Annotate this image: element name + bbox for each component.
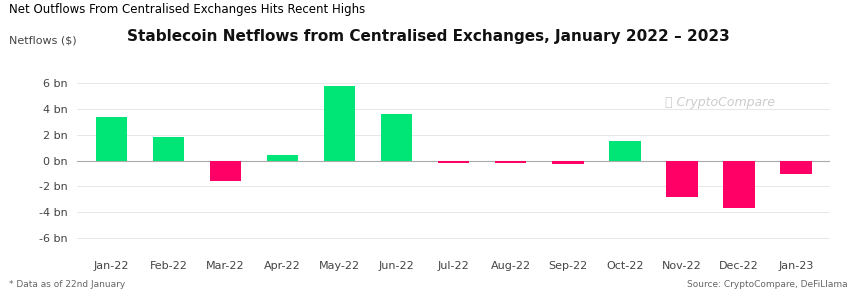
Bar: [438, 161, 469, 163]
Bar: [96, 117, 127, 161]
Bar: [781, 161, 811, 173]
Bar: [666, 161, 698, 197]
Bar: [267, 155, 298, 161]
Bar: [324, 86, 355, 161]
Bar: [495, 161, 526, 163]
Bar: [609, 141, 640, 161]
Text: Stablecoin Netflows from Centralised Exchanges, January 2022 – 2023: Stablecoin Netflows from Centralised Exc…: [127, 29, 729, 44]
Bar: [552, 161, 584, 164]
Bar: [210, 161, 241, 181]
Text: Netflows ($): Netflows ($): [9, 35, 76, 45]
Bar: [152, 137, 184, 161]
Text: ⓘ CryptoCompare: ⓘ CryptoCompare: [664, 96, 775, 109]
Bar: [381, 114, 413, 161]
Text: Source: CryptoCompare, DeFiLlama: Source: CryptoCompare, DeFiLlama: [687, 280, 847, 289]
Bar: [723, 161, 755, 208]
Text: Net Outflows From Centralised Exchanges Hits Recent Highs: Net Outflows From Centralised Exchanges …: [9, 3, 365, 16]
Text: * Data as of 22nd January: * Data as of 22nd January: [9, 280, 125, 289]
